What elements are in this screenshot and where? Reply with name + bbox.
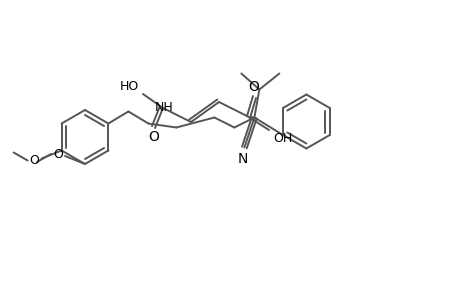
Text: O: O [248, 80, 259, 94]
Text: O: O [30, 154, 39, 167]
Text: OH: OH [273, 131, 292, 145]
Text: N: N [237, 152, 247, 166]
Text: NH: NH [155, 100, 174, 113]
Text: O: O [148, 130, 159, 144]
Text: O: O [53, 148, 63, 160]
Text: HO: HO [119, 80, 138, 92]
